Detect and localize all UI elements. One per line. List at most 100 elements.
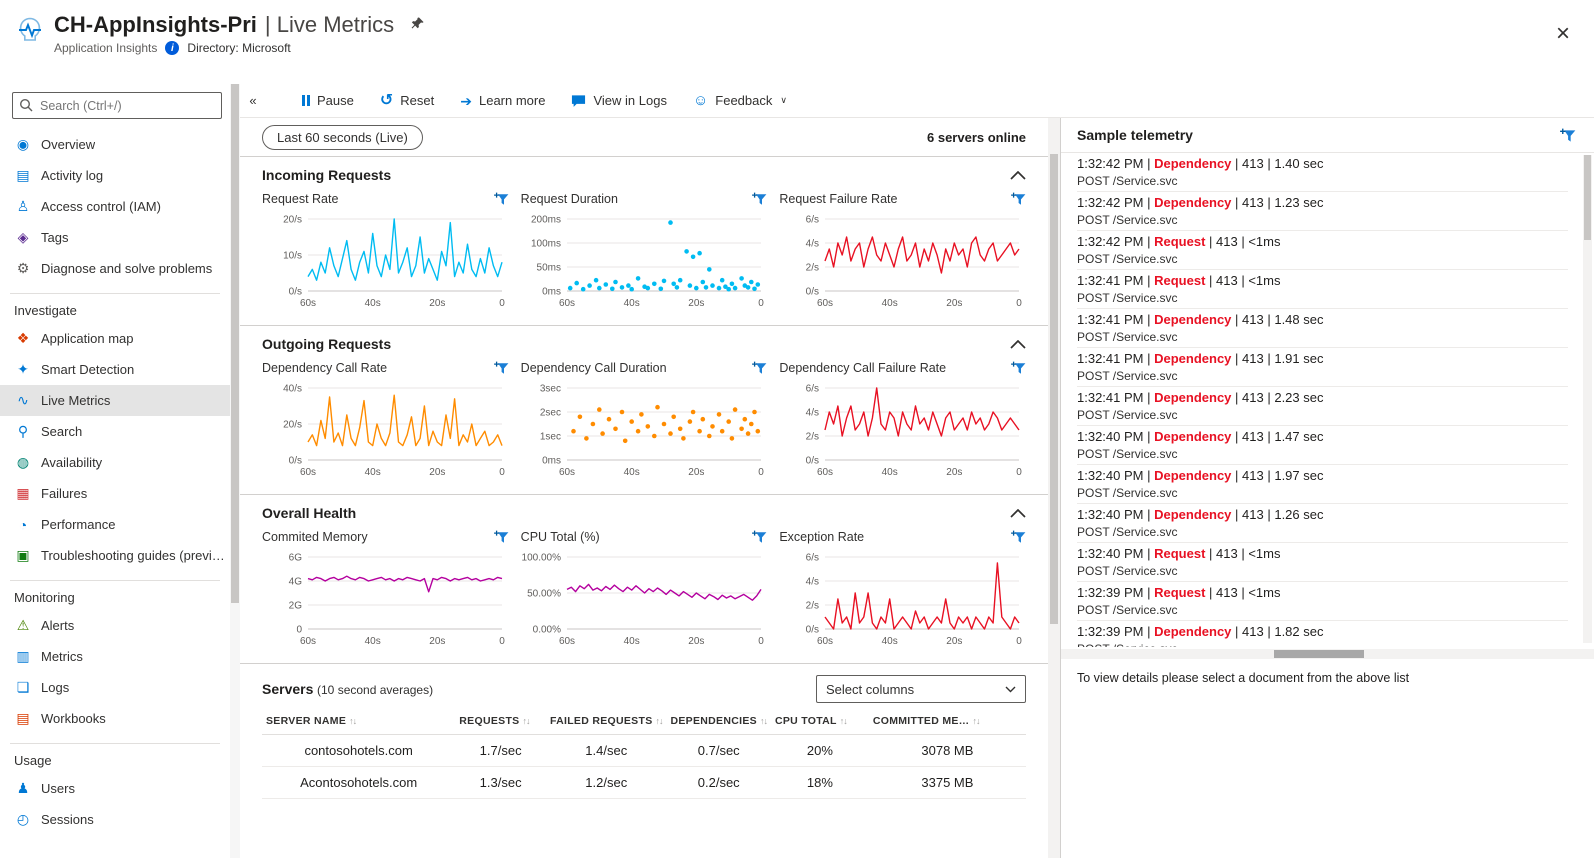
- telemetry-detail: POST /Service.svc: [1077, 486, 1178, 500]
- section-title: Outgoing Requests: [262, 336, 392, 352]
- sidebar-item-activity-log[interactable]: ▤ Activity log: [0, 160, 230, 191]
- reset-icon: ↺: [379, 91, 394, 109]
- filter-icon[interactable]: [752, 530, 767, 544]
- telemetry-scrollbar-thumb[interactable]: [1584, 155, 1591, 240]
- telemetry-item[interactable]: 1:32:42 PM | Dependency | 413 | 1.40 sec…: [1077, 153, 1568, 192]
- svg-text:60s: 60s: [300, 467, 316, 478]
- filter-icon[interactable]: [1011, 530, 1026, 544]
- telemetry-item[interactable]: 1:32:40 PM | Request | 413 | <1ms POST /S…: [1077, 543, 1568, 582]
- telemetry-item[interactable]: 1:32:40 PM | Dependency | 413 | 1.97 sec…: [1077, 465, 1568, 504]
- sidebar-collapse-button[interactable]: «: [240, 93, 266, 108]
- filter-icon[interactable]: [493, 530, 509, 544]
- main-scrollbar-thumb[interactable]: [1050, 154, 1058, 624]
- search-box-icon: [19, 98, 33, 112]
- main-scrollbar[interactable]: [1048, 118, 1060, 858]
- sidebar-item-tags[interactable]: ◈ Tags: [0, 222, 230, 253]
- column-failed-requests[interactable]: FAILED REQUESTS ↑↓: [545, 708, 667, 735]
- telemetry-item[interactable]: 1:32:39 PM | Dependency | 413 | 1.82 sec…: [1077, 621, 1568, 647]
- view-in-logs-button[interactable]: View in Logs: [571, 93, 667, 108]
- telemetry-hscrollbar[interactable]: [1061, 649, 1594, 659]
- pin-icon[interactable]: [410, 16, 425, 34]
- sidebar-item-performance[interactable]: ◔ Performance: [0, 509, 230, 540]
- column-server-name[interactable]: SERVER NAME ↑↓: [262, 708, 456, 735]
- sidebar-item-logs[interactable]: ❏ Logs: [0, 672, 230, 703]
- telemetry-item[interactable]: 1:32:41 PM | Dependency | 413 | 2.23 sec…: [1077, 387, 1568, 426]
- time-range-pill[interactable]: Last 60 seconds (Live): [262, 124, 423, 150]
- telemetry-type: Request: [1154, 546, 1206, 561]
- sidebar-item-search[interactable]: ⚲ Search: [0, 416, 230, 447]
- telemetry-item[interactable]: 1:32:41 PM | Dependency | 413 | 1.48 sec…: [1077, 309, 1568, 348]
- sample-telemetry-panel: Sample telemetry 1:32:42 PM | Dependency…: [1060, 118, 1594, 858]
- server-row[interactable]: contosohotels.com 1.7/sec 1.4/sec 0.7/sec 20…: [262, 734, 1026, 767]
- telemetry-filter-icon[interactable]: [1560, 128, 1576, 143]
- separator: |: [1231, 507, 1243, 522]
- pause-button[interactable]: Pause: [302, 93, 354, 108]
- sidebar-item-access-control-iam[interactable]: ♙ Access control (IAM): [0, 191, 230, 222]
- telemetry-scrollbar[interactable]: [1583, 155, 1592, 643]
- telemetry-type: Dependency: [1154, 195, 1232, 210]
- collapse-section-icon[interactable]: [1010, 506, 1026, 521]
- telemetry-item[interactable]: 1:32:41 PM | Dependency | 413 | 1.91 sec…: [1077, 348, 1568, 387]
- telemetry-item[interactable]: 1:32:40 PM | Dependency | 413 | 1.26 sec…: [1077, 504, 1568, 543]
- sidebar-item-availability[interactable]: ◍ Availability: [0, 447, 230, 478]
- sidebar-item-diagnose-and-solve-problems[interactable]: ⚙ Diagnose and solve problems: [0, 253, 230, 284]
- svg-text:0ms: 0ms: [542, 287, 561, 298]
- sidebar-item-live-metrics[interactable]: ∿ Live Metrics: [0, 385, 230, 416]
- column-dependencies[interactable]: DEPENDENCIES ↑↓: [666, 708, 771, 735]
- telemetry-item[interactable]: 1:32:41 PM | Request | 413 | <1ms POST /S…: [1077, 270, 1568, 309]
- telemetry-item[interactable]: 1:32:40 PM | Dependency | 413 | 1.47 sec…: [1077, 426, 1568, 465]
- sidebar-item-sessions[interactable]: ◴ Sessions: [0, 804, 230, 835]
- sidebar-item-workbooks[interactable]: ▤ Workbooks: [0, 703, 230, 734]
- sidebar-scrollbar-thumb[interactable]: [231, 84, 239, 603]
- cell-dependencies: 0.7/sec: [666, 734, 771, 767]
- command-bar: « Pause ↺ Reset ➔ Learn more Vi: [240, 84, 1594, 118]
- telemetry-item[interactable]: 1:32:42 PM | Request | 413 | <1ms POST /S…: [1077, 231, 1568, 270]
- filter-icon[interactable]: [752, 192, 767, 206]
- column-committed-me[interactable]: COMMITTED ME… ↑↓: [868, 708, 1026, 735]
- sidebar-item-metrics[interactable]: ▥ Metrics: [0, 641, 230, 672]
- learn-more-button[interactable]: ➔ Learn more: [460, 93, 545, 108]
- svg-text:20s: 20s: [688, 467, 704, 478]
- chart-request-failure-rate: Request Failure Rate 6/s 4/s 2/s 0/s 60s 40s 20…: [779, 189, 1026, 315]
- sidebar-item-failures[interactable]: ▦ Failures: [0, 478, 230, 509]
- close-icon[interactable]: ×: [1555, 20, 1570, 47]
- separator: |: [1231, 390, 1243, 405]
- telemetry-item[interactable]: 1:32:42 PM | Dependency | 413 | 1.23 sec…: [1077, 192, 1568, 231]
- filter-icon[interactable]: [752, 361, 767, 375]
- sidebar-item-alerts[interactable]: ⚠ Alerts: [0, 610, 230, 641]
- sidebar-item-users[interactable]: ♟ Users: [0, 773, 230, 804]
- sidebar-item-troubleshooting-guides-previ[interactable]: ▣ Troubleshooting guides (previ…: [0, 540, 230, 571]
- svg-text:2G: 2G: [289, 601, 303, 612]
- svg-text:40s: 40s: [882, 467, 898, 478]
- server-row[interactable]: Acontosohotels.com 1.3/sec 1.2/sec 0.2/sec 1…: [262, 766, 1026, 799]
- sidebar-item-application-map[interactable]: ❖ Application map: [0, 323, 230, 354]
- page-title: CH-AppInsights-Pri: [54, 12, 257, 37]
- feedback-button[interactable]: ☺ Feedback ∨: [693, 93, 787, 108]
- pause-icon: [302, 95, 310, 106]
- telemetry-type: Dependency: [1154, 156, 1232, 171]
- svg-text:0: 0: [499, 636, 505, 647]
- telemetry-time: 1:32:39 PM: [1077, 624, 1144, 639]
- sort-arrows-icon: ↑↓: [839, 716, 848, 726]
- column-requests[interactable]: REQUESTS ↑↓: [455, 708, 546, 735]
- sidebar-item-overview[interactable]: ◉ Overview: [0, 129, 230, 160]
- filter-icon[interactable]: [1011, 192, 1026, 206]
- column-cpu-total[interactable]: CPU TOTAL ↑↓: [770, 708, 869, 735]
- reset-button[interactable]: ↺ Reset: [379, 91, 434, 109]
- feedback-label: Feedback: [715, 93, 773, 108]
- sidebar-scrollbar[interactable]: [230, 84, 240, 858]
- sidebar-item-smart-detection[interactable]: ✦ Smart Detection: [0, 354, 230, 385]
- filter-icon[interactable]: [1011, 361, 1026, 375]
- telemetry-hscrollbar-thumb[interactable]: [1274, 650, 1365, 658]
- filter-icon[interactable]: [493, 361, 509, 375]
- telemetry-item[interactable]: 1:32:39 PM | Request | 413 | <1ms POST /S…: [1077, 582, 1568, 621]
- select-columns-dropdown[interactable]: Select columns: [816, 675, 1026, 703]
- filter-icon[interactable]: [493, 192, 509, 206]
- collapse-section-icon[interactable]: [1010, 337, 1026, 352]
- svg-text:0: 0: [1017, 298, 1023, 309]
- section-title: Overall Health: [262, 505, 357, 521]
- separator: |: [1205, 585, 1217, 600]
- sidebar-search-input[interactable]: [12, 92, 222, 119]
- collapse-section-icon[interactable]: [1010, 168, 1026, 183]
